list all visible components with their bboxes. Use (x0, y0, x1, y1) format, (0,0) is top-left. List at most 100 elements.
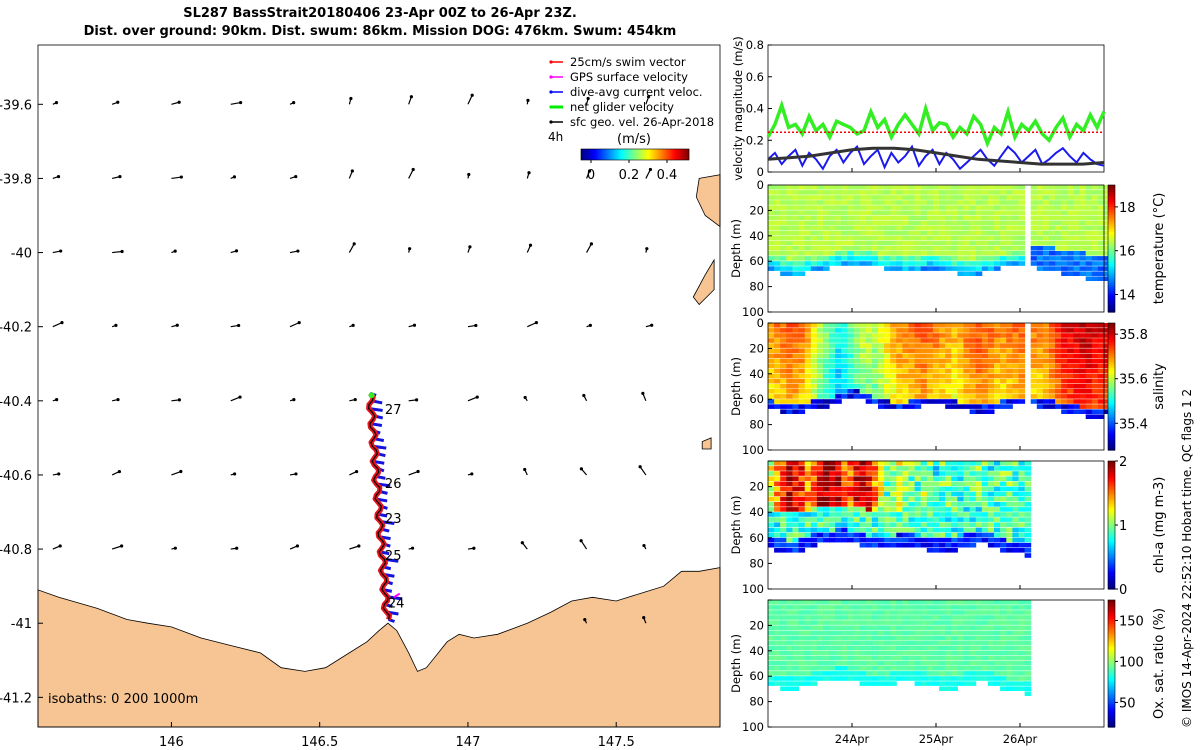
profile-cell (1055, 358, 1062, 364)
profile-cell (835, 378, 842, 384)
profile-cell (798, 471, 806, 476)
profile-cell (1012, 496, 1019, 502)
profile-cell (994, 353, 1001, 359)
profile-cell (957, 399, 964, 404)
profile-cell (939, 394, 946, 399)
colorbar-cell (638, 149, 640, 160)
profile-cell (859, 348, 867, 353)
profile-cell (871, 481, 879, 487)
profile-cell (896, 220, 903, 226)
profile-cell (1055, 394, 1062, 399)
profile-cell (896, 205, 903, 210)
profile-cell (975, 338, 983, 343)
colorbar-cell (1108, 644, 1115, 648)
profile-cell (829, 481, 836, 487)
profile-cell (926, 676, 934, 681)
profile-cell (981, 215, 989, 221)
profile-cell (780, 205, 787, 210)
profile-cell (994, 220, 1001, 226)
profile-cell (792, 328, 799, 333)
profile-cell (853, 620, 861, 625)
profile-cell (963, 235, 971, 241)
colorbar-cell (1108, 407, 1115, 411)
profile-cell (774, 328, 781, 333)
profile-cell (957, 220, 964, 226)
profile-cell (981, 266, 989, 271)
profile-cell (774, 266, 781, 271)
profile-cell (810, 620, 818, 625)
profile-cell (1079, 246, 1087, 251)
colorbar-cell (1108, 557, 1115, 560)
profile-cell (786, 620, 793, 625)
colorbar-cell (1108, 333, 1115, 337)
profile-cell (1012, 610, 1019, 615)
profile-cell (1012, 630, 1019, 636)
profile-cell (810, 404, 818, 409)
profile-cell (914, 384, 922, 389)
profile-cell (1018, 333, 1026, 338)
profile-cell (865, 630, 873, 636)
profile-cell (920, 215, 928, 221)
profile-cell (792, 615, 799, 620)
profile-cell (890, 353, 897, 359)
profile-cell (896, 200, 903, 205)
profile-cell (1073, 358, 1081, 364)
profile-cell (798, 512, 806, 517)
profile-cell (1049, 246, 1056, 251)
profile-cell (981, 185, 989, 190)
profile-cell (914, 610, 922, 615)
sfc-geo-arrowhead (642, 543, 646, 548)
colorbar-cell (1108, 610, 1115, 614)
profile-cell (957, 471, 964, 476)
profile-cell (896, 650, 903, 656)
profile-cell (1104, 225, 1111, 231)
colorbar-cell (1108, 657, 1115, 660)
profile-cell (957, 389, 964, 394)
profile-cell (957, 600, 964, 605)
colorbar-tick-label: 0 (1119, 583, 1127, 598)
profile-cell (823, 220, 830, 226)
profile-cell (914, 195, 922, 200)
profile-cell (835, 635, 842, 641)
profile-cell (884, 251, 891, 256)
colorbar-cell (1108, 299, 1115, 302)
colorbar-cell (1108, 269, 1115, 273)
profile-cell (804, 661, 812, 666)
profile-cell (908, 215, 916, 221)
sfc-geo-arrowhead (472, 546, 476, 550)
profile-cell (963, 681, 971, 686)
profile-cell (981, 491, 989, 497)
profile-cell (1055, 338, 1062, 343)
colorbar-cell (1108, 286, 1115, 290)
map-y-tick-label: -40.4 (0, 395, 32, 410)
profile-cell (1006, 343, 1013, 348)
profile-cell (1036, 338, 1044, 343)
profile-cell (914, 266, 922, 271)
profile-cell (816, 600, 824, 605)
colorbar-cell (608, 149, 610, 160)
profile-cell (798, 353, 806, 359)
colorbar-cell (600, 149, 602, 160)
profile-cell (1012, 215, 1019, 221)
colorbar-cell (1108, 659, 1115, 662)
profile-cell (847, 353, 854, 359)
profile-cell (884, 205, 891, 210)
colorbar-tick-label: 0.4 (657, 168, 678, 183)
profile-cell (1018, 635, 1026, 641)
profile-cell (1061, 230, 1068, 236)
profile-cell (1006, 195, 1013, 200)
profile-cell (768, 661, 775, 666)
profile-cell (981, 353, 989, 359)
profile-cell (847, 256, 854, 261)
profile-cell (847, 384, 854, 389)
profile-cell (859, 681, 867, 686)
profile-cell (774, 476, 781, 481)
profile-cell (1036, 251, 1044, 256)
profile-cell (786, 476, 793, 481)
profile-cell (890, 368, 897, 374)
profile-cell (823, 251, 830, 256)
profile-cell (774, 384, 781, 389)
profile-cell (957, 537, 964, 543)
profile-cell (926, 507, 934, 512)
profile-cell (835, 389, 842, 394)
